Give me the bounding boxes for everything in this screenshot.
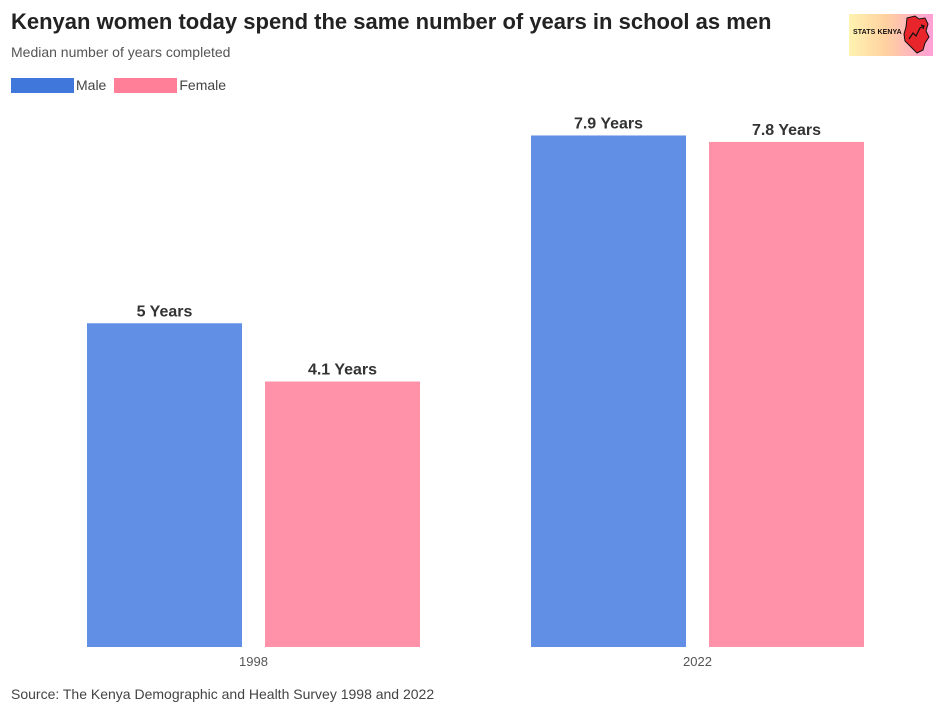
bar-chart: 5 Years 4.1 Years 1998 7.9 Years 7.8 Years 20… — [87, 115, 864, 669]
legend-swatch-female — [114, 77, 178, 93]
x-tick-label-2022: 2022 — [683, 654, 712, 669]
bar-female-2022 — [709, 141, 864, 647]
legend-label-male: Male — [76, 77, 107, 93]
data-label-female-2022: 7.8 Years — [752, 122, 821, 139]
chart-subtitle: Median number of years completed — [11, 44, 231, 60]
legend-item-female: Female — [114, 77, 226, 93]
stats-kenya-logo: STATS KENYA — [849, 14, 933, 56]
x-tick-label-1998: 1998 — [239, 654, 268, 669]
data-label-female-1998: 4.1 Years — [308, 362, 377, 379]
legend-item-male: Male — [11, 77, 106, 93]
legend-swatch-male — [11, 77, 74, 93]
bar-male-1998 — [87, 323, 242, 647]
data-label-male-2022: 7.9 Years — [574, 115, 643, 132]
bar-male-2022 — [531, 135, 686, 647]
data-label-male-1998: 5 Years — [137, 303, 193, 320]
bar-female-1998 — [265, 381, 420, 647]
logo-text: STATS KENYA — [853, 29, 902, 36]
legend-label-female: Female — [179, 77, 227, 93]
chart-source: Source: The Kenya Demographic and Health… — [11, 686, 435, 702]
chart-legend: Male Female — [11, 77, 234, 93]
kenya-map-icon — [903, 15, 930, 54]
chart-title: Kenyan women today spend the same number… — [11, 9, 772, 34]
